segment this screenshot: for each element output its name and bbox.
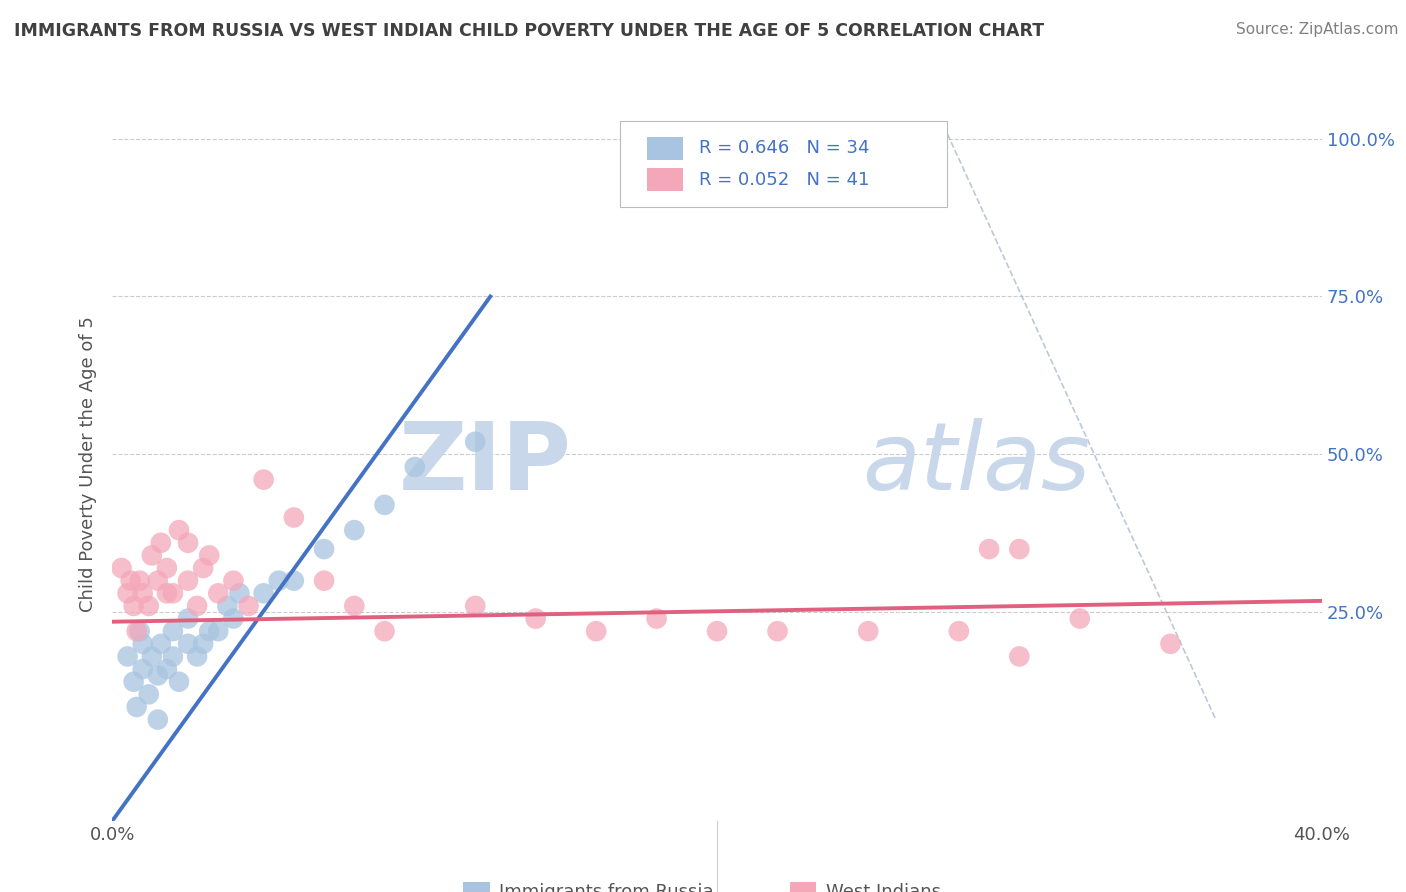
Point	[464, 434, 486, 449]
Point	[645, 611, 668, 625]
Point	[374, 498, 396, 512]
Point	[156, 561, 179, 575]
Point	[110, 561, 132, 575]
Point	[156, 662, 179, 676]
Point	[149, 637, 172, 651]
Text: R = 0.646   N = 34: R = 0.646 N = 34	[699, 139, 869, 157]
Point	[128, 574, 150, 588]
Point	[117, 586, 139, 600]
Point	[253, 473, 276, 487]
Point	[222, 611, 245, 625]
Point	[191, 637, 214, 651]
Bar	[647, 137, 683, 160]
Point	[766, 624, 789, 639]
Point	[125, 700, 148, 714]
Point	[1159, 637, 1181, 651]
Point	[125, 624, 148, 639]
Point	[167, 523, 190, 537]
Point	[138, 687, 160, 701]
Point	[177, 574, 200, 588]
Point	[177, 535, 200, 549]
Point	[162, 649, 184, 664]
Point	[177, 637, 200, 651]
Point	[1008, 542, 1031, 557]
Point	[122, 674, 145, 689]
Point	[253, 586, 276, 600]
Text: IMMIGRANTS FROM RUSSIA VS WEST INDIAN CHILD POVERTY UNDER THE AGE OF 5 CORRELATI: IMMIGRANTS FROM RUSSIA VS WEST INDIAN CH…	[14, 22, 1045, 40]
Point	[207, 586, 229, 600]
Point	[141, 549, 163, 563]
Point	[177, 611, 200, 625]
Point	[228, 586, 250, 600]
Point	[120, 574, 142, 588]
Point	[162, 586, 184, 600]
Point	[314, 542, 336, 557]
Point	[146, 574, 169, 588]
Bar	[790, 882, 817, 892]
Point	[585, 624, 607, 639]
Point	[117, 649, 139, 664]
Bar	[463, 882, 489, 892]
Point	[1008, 649, 1031, 664]
Point	[167, 674, 190, 689]
Point	[162, 624, 184, 639]
Point	[343, 523, 366, 537]
Point	[198, 549, 221, 563]
Point	[198, 624, 221, 639]
Point	[918, 131, 941, 145]
Point	[977, 542, 1000, 557]
Point	[146, 713, 169, 727]
Point	[156, 586, 179, 600]
Text: atlas: atlas	[862, 418, 1091, 509]
Point	[141, 649, 163, 664]
Text: Source: ZipAtlas.com: Source: ZipAtlas.com	[1236, 22, 1399, 37]
Point	[138, 599, 160, 613]
Point	[238, 599, 260, 613]
Point	[706, 624, 728, 639]
Y-axis label: Child Poverty Under the Age of 5: Child Poverty Under the Age of 5	[79, 316, 97, 612]
Point	[207, 624, 229, 639]
Bar	[647, 169, 683, 191]
Point	[186, 599, 208, 613]
Point	[222, 574, 245, 588]
Point	[404, 460, 426, 475]
Point	[464, 599, 486, 613]
Point	[132, 662, 155, 676]
Point	[267, 574, 290, 588]
Text: ZIP: ZIP	[399, 417, 572, 510]
FancyBboxPatch shape	[620, 121, 946, 207]
Point	[146, 668, 169, 682]
Point	[314, 574, 336, 588]
Point	[217, 599, 239, 613]
Point	[186, 649, 208, 664]
Point	[1069, 611, 1091, 625]
Text: West Indians: West Indians	[825, 883, 941, 892]
Point	[283, 510, 305, 524]
Point	[122, 599, 145, 613]
Point	[283, 574, 305, 588]
Point	[948, 624, 970, 639]
Point	[856, 624, 880, 639]
Text: R = 0.052   N = 41: R = 0.052 N = 41	[699, 171, 869, 189]
Point	[149, 535, 172, 549]
Point	[128, 624, 150, 639]
Point	[706, 131, 728, 145]
Point	[374, 624, 396, 639]
Point	[524, 611, 547, 625]
Point	[132, 637, 155, 651]
Point	[343, 599, 366, 613]
Text: Immigrants from Russia: Immigrants from Russia	[499, 883, 714, 892]
Point	[191, 561, 214, 575]
Point	[132, 586, 155, 600]
